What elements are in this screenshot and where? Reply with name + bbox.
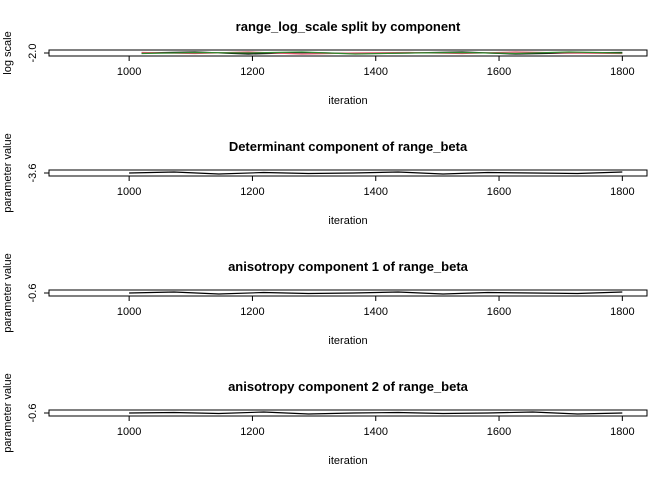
panel-4-x-tick-label: 1400 bbox=[364, 426, 388, 438]
panel-4-x-tick-label: 1800 bbox=[610, 426, 634, 438]
panel-3-x-tick-label: 1800 bbox=[610, 306, 634, 318]
panel-1-y-tick-label: -2.0 bbox=[27, 44, 39, 63]
panel-4-xlabel: iteration bbox=[328, 455, 367, 467]
panel-2-x-tick-label: 1600 bbox=[487, 186, 511, 198]
panel-2-y-tick-label: -3.6 bbox=[27, 164, 39, 183]
panel-3-ylabel: parameter value bbox=[2, 253, 14, 333]
panel-2-title: Determinant component of range_beta bbox=[229, 139, 468, 154]
panel-2-ylabel: parameter value bbox=[2, 133, 14, 213]
panel-anisotropy-component-1: anisotropy component 1 of range_beta ite… bbox=[2, 253, 648, 347]
panel-4-title: anisotropy component 2 of range_beta bbox=[228, 379, 469, 394]
panel-3-x-tick-label: 1400 bbox=[364, 306, 388, 318]
panel-1-x-tick-label: 1800 bbox=[610, 66, 634, 78]
panel-4-x-tick-label: 1000 bbox=[117, 426, 141, 438]
panel-1-x-tick-label: 1200 bbox=[240, 66, 264, 78]
panel-determinant-component: Determinant component of range_beta iter… bbox=[2, 133, 648, 227]
panel-1-title: range_log_scale split by component bbox=[236, 19, 461, 34]
panel-4-y-tick-label: -0.6 bbox=[27, 404, 39, 423]
panel-3-x-tick-label: 1600 bbox=[487, 306, 511, 318]
panel-2-x-tick-label: 1000 bbox=[117, 186, 141, 198]
panel-2-series-1-line bbox=[129, 171, 623, 175]
panel-anisotropy-component-2: anisotropy component 2 of range_beta ite… bbox=[2, 373, 648, 467]
panel-3-y-tick-label: -0.6 bbox=[27, 284, 39, 303]
panel-3-x-tick-label: 1000 bbox=[117, 306, 141, 318]
panel-2-xlabel: iteration bbox=[328, 215, 367, 227]
panel-4-series-1-line bbox=[129, 411, 623, 415]
panel-2-x-tick-label: 1200 bbox=[240, 186, 264, 198]
panel-1-x-tick-label: 1400 bbox=[364, 66, 388, 78]
panel-3-xlabel: iteration bbox=[328, 335, 367, 347]
panel-1-x-tick-label: 1000 bbox=[117, 66, 141, 78]
panel-4-x-tick-label: 1600 bbox=[487, 426, 511, 438]
panel-3-x-tick-label: 1200 bbox=[240, 306, 264, 318]
panel-1-xlabel: iteration bbox=[328, 95, 367, 107]
panel-1-series-group bbox=[141, 51, 623, 55]
panel-3-series-group bbox=[129, 291, 623, 295]
panel-3-series-1-line bbox=[129, 291, 623, 295]
panel-2-x-tick-label: 1800 bbox=[610, 186, 634, 198]
panel-3-title: anisotropy component 1 of range_beta bbox=[228, 259, 469, 274]
panel-4-ylabel: parameter value bbox=[2, 373, 14, 453]
panel-4-series-group bbox=[129, 411, 623, 415]
panel-range-log-scale: range_log_scale split by component itera… bbox=[2, 19, 648, 107]
panel-2-series-group bbox=[129, 171, 623, 175]
panel-1-series-3-line bbox=[141, 51, 623, 55]
panel-1-ylabel: log scale bbox=[2, 31, 14, 74]
panel-4-x-tick-label: 1200 bbox=[240, 426, 264, 438]
panel-1-x-tick-label: 1600 bbox=[487, 66, 511, 78]
panel-2-x-tick-label: 1400 bbox=[364, 186, 388, 198]
